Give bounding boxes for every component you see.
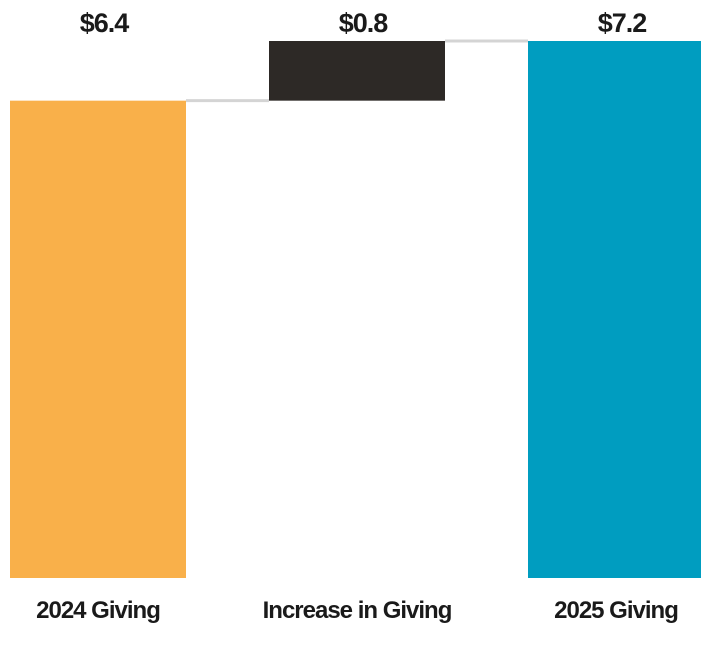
bar	[528, 41, 701, 578]
bar	[269, 41, 445, 101]
value-label: $0.8	[339, 8, 389, 38]
category-label: 2025 Giving	[554, 597, 679, 624]
bar	[10, 100, 186, 579]
category-label: 2024 Giving	[36, 597, 161, 624]
value-label: $6.4	[80, 8, 130, 38]
value-label: $7.2	[598, 8, 647, 38]
category-label: Increase in Giving	[262, 597, 453, 624]
